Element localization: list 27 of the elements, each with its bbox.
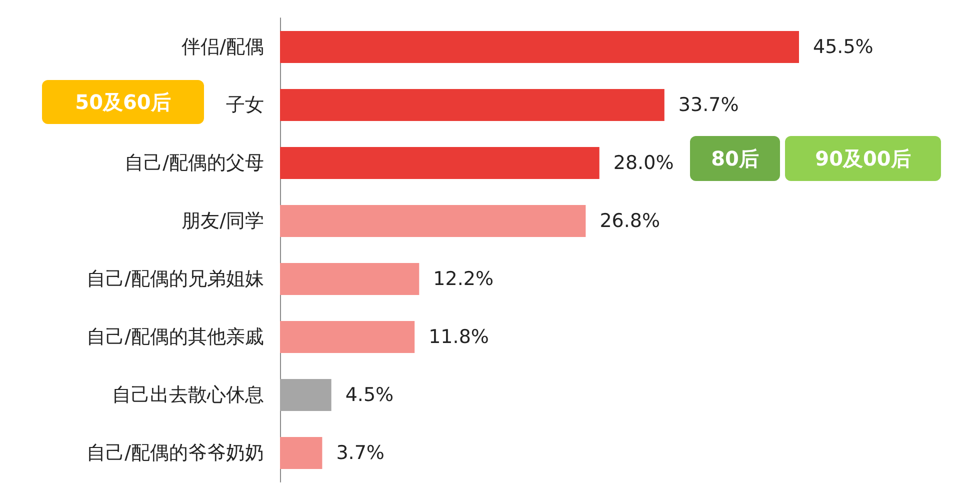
annotation: 80后 bbox=[711, 146, 759, 170]
bar bbox=[280, 263, 420, 295]
data-label: 28.0% bbox=[613, 152, 674, 174]
bar bbox=[280, 205, 586, 237]
bar bbox=[280, 321, 415, 353]
data-label: 11.8% bbox=[428, 326, 489, 348]
data-label: 3.7% bbox=[336, 442, 384, 464]
text: 50及60后 bbox=[75, 90, 171, 114]
bar bbox=[280, 437, 322, 469]
data-label: 12.2% bbox=[433, 268, 494, 290]
y-tick-label: 自己/配偶的其他亲戚 bbox=[86, 326, 264, 348]
data-label: 4.5% bbox=[345, 384, 394, 406]
y-tick-label: 朋友/同学 bbox=[182, 210, 264, 232]
y-tick-label: 自己/配偶的爷爷奶奶 bbox=[86, 442, 264, 464]
y-tick-label: 自己/配偶的父母 bbox=[124, 152, 264, 174]
bar bbox=[280, 89, 664, 121]
data-label: 45.5% bbox=[813, 36, 874, 58]
y-tick-label: 伴侣/配偶 bbox=[182, 36, 264, 58]
data-label: 33.7% bbox=[678, 94, 739, 116]
bar bbox=[280, 31, 799, 63]
y-tick-label: 子女 bbox=[226, 94, 264, 116]
bar bbox=[280, 147, 600, 179]
y-tick-label: 自己出去散心休息 bbox=[112, 384, 264, 406]
bar bbox=[280, 379, 332, 411]
text: 90及00后 bbox=[815, 146, 911, 170]
y-tick-label: 自己/配偶的兄弟姐妹 bbox=[86, 268, 264, 290]
data-label: 26.8% bbox=[600, 210, 660, 232]
